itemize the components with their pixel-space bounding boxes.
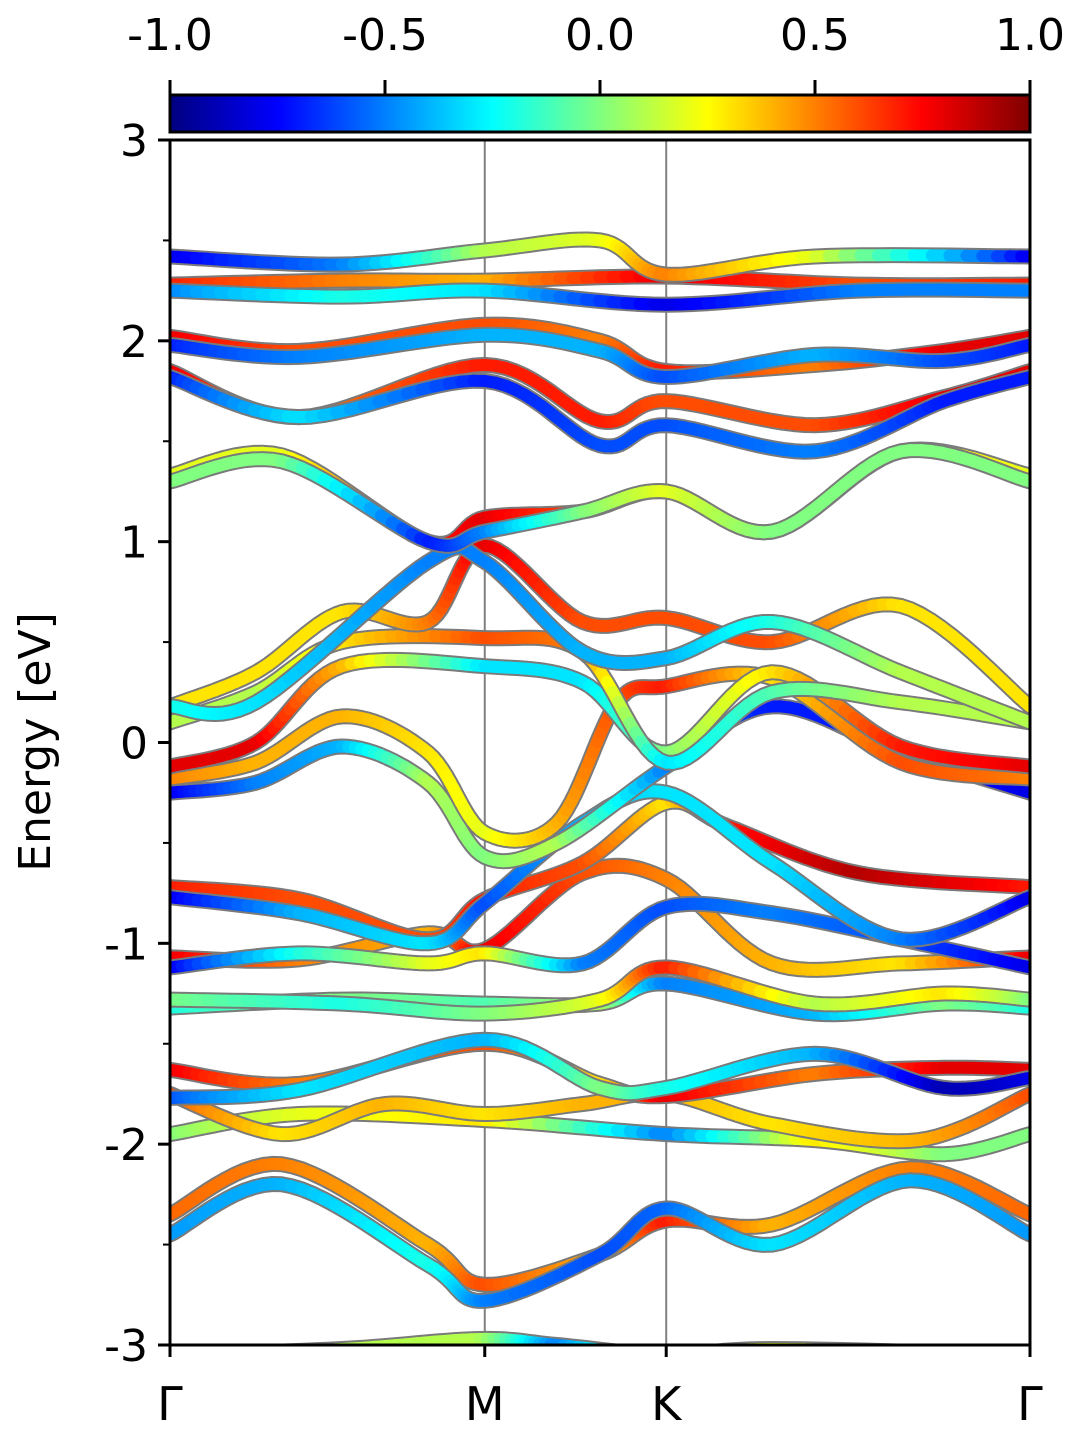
band-18 [170, 539, 1030, 731]
bands-layer [170, 231, 1030, 1355]
band-2 [170, 1172, 1030, 1309]
band-0 [236, 1330, 1005, 1355]
band-segment [971, 1353, 989, 1354]
band-segment [634, 1353, 642, 1354]
band-outline [170, 1172, 1030, 1309]
band-segment [302, 1344, 321, 1345]
y-tick-label: -3 [104, 1321, 148, 1372]
band-segment [247, 1352, 261, 1353]
band-outline [236, 1330, 958, 1345]
band-segment [608, 1344, 612, 1345]
band-segment [728, 1343, 743, 1345]
band-8 [170, 959, 1030, 1022]
kpoint-label: Γ [157, 1377, 183, 1431]
band-segment [262, 1352, 276, 1353]
band-segment [908, 1352, 930, 1353]
band-segment [861, 1344, 882, 1345]
y-tick-label: 1 [120, 518, 148, 569]
band-segment [565, 1340, 584, 1345]
y-tick-label: 3 [120, 116, 148, 167]
band-segment [838, 1344, 866, 1345]
band-segment [618, 1352, 626, 1353]
colorbar-tick-label: 0.5 [780, 10, 850, 61]
band-15 [170, 651, 1030, 775]
band-segment [686, 1354, 692, 1355]
plot-area: -3 -2 -1 0 1 2 3 Γ M K Γ [104, 116, 1043, 1431]
kpoint-label: M [465, 1377, 505, 1431]
band-segment [930, 1352, 951, 1353]
band-14 [170, 665, 1030, 849]
band-segment [951, 1353, 971, 1354]
kpoint-label: K [651, 1377, 683, 1431]
band-segment [572, 1341, 592, 1345]
band-26 [170, 281, 1030, 313]
kpoint-label: Γ [1017, 1377, 1043, 1431]
band-6 [170, 1031, 1030, 1106]
band-27 [170, 231, 1030, 283]
y-axis-label: Energy [eV] [10, 612, 61, 872]
band-segment [626, 1353, 634, 1354]
colorbar: -1.0 -0.5 0.0 0.5 1.0 [127, 10, 1065, 134]
colorbar-tick-label: 1.0 [995, 10, 1065, 61]
band-segment [698, 1353, 704, 1354]
band-20 [170, 442, 1030, 554]
colorbar-tick-label: -0.5 [342, 10, 428, 61]
band-segment [295, 1344, 307, 1345]
band-segment [598, 1343, 612, 1345]
band-segment [337, 1342, 358, 1345]
band-segment [721, 1344, 724, 1345]
band-segment [989, 1354, 1005, 1355]
band-segment [710, 1352, 716, 1353]
colorbar-tick-label: -1.0 [127, 10, 213, 61]
colorbar-gradient [168, 93, 1032, 134]
band-22 [170, 369, 1030, 460]
y-axis-ticks: -3 -2 -1 0 1 2 3 [104, 116, 170, 1372]
band-segment [643, 1354, 651, 1355]
colorbar-tick-label: 0.0 [565, 10, 635, 61]
band-segment [580, 1342, 599, 1345]
band-segment [326, 1343, 347, 1345]
colorbar-ticks: -1.0 -0.5 0.0 0.5 1.0 [127, 10, 1065, 95]
band-segment [348, 1341, 370, 1345]
band-segment [358, 1340, 381, 1345]
band-segment [276, 1351, 290, 1352]
band-segment [722, 1344, 734, 1345]
band-segment [589, 1342, 606, 1345]
y-tick-label: -1 [104, 919, 148, 970]
y-tick-label: -2 [104, 1120, 148, 1171]
band-segment [314, 1343, 335, 1345]
band-segment [886, 1351, 908, 1352]
y-tick-label: 2 [120, 317, 148, 368]
band-segment [704, 1352, 710, 1353]
band-segment [692, 1354, 698, 1355]
y-tick-label: 0 [120, 719, 148, 770]
